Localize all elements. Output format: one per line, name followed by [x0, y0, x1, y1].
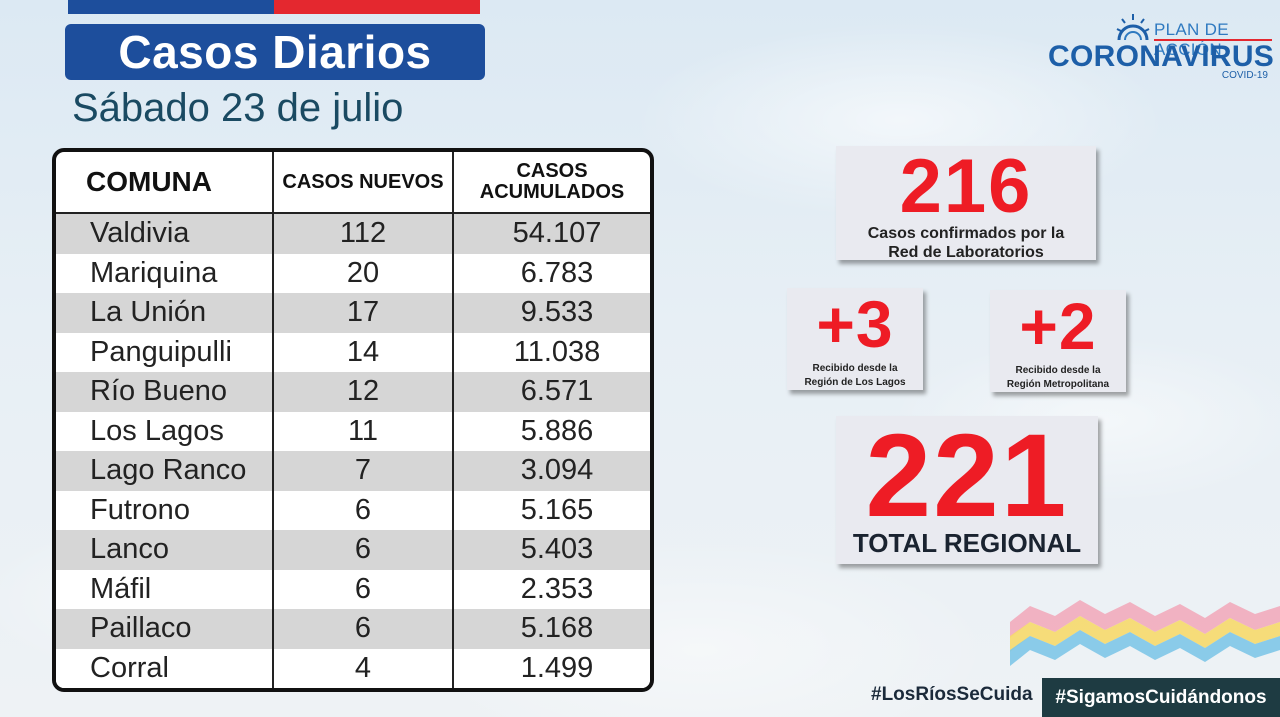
table-body: Valdivia 112 54.107 Mariquina 20 6.783 La Unió…	[56, 214, 650, 688]
hashtag-sigamos: #SigamosCuidándonos	[1042, 678, 1280, 717]
cell-casos-nuevos: 12	[274, 372, 454, 412]
cell-comuna: Máfil	[56, 569, 274, 609]
cell-comuna: Valdivia	[56, 214, 274, 254]
flag-stripe-red	[274, 0, 480, 14]
cell-casos-nuevos: 11	[274, 411, 454, 451]
cell-casos-acumulados: 6.783	[520, 256, 594, 289]
los-lagos-card: +3 Recibido desde la Región de Los Lagos	[787, 288, 923, 390]
cell-comuna: Lanco	[56, 530, 274, 570]
table-row: Panguipulli 14 11.038	[56, 332, 650, 372]
table-row: Mariquina 20 6.783	[56, 253, 650, 293]
los-lagos-label-2: Región de Los Lagos	[804, 377, 906, 388]
header-casos-nuevos: CASOS NUEVOS	[274, 152, 454, 212]
logo-divider	[1154, 39, 1272, 41]
cell-casos-nuevos: 17	[274, 293, 454, 333]
plan-coronavirus-logo: PLAN DE ACCIÓN CORONAVIRUS COVID-19	[1046, 12, 1274, 84]
total-regional-label: TOTAL REGIONAL	[852, 528, 1082, 558]
cell-casos-acumulados: 1.499	[520, 651, 594, 684]
metropolitana-card: +2 Recibido desde la Región Metropolitan…	[990, 290, 1126, 392]
confirmed-cases-value: 216	[899, 144, 1033, 229]
table-row: Futrono 6 5.165	[56, 490, 650, 530]
cell-comuna: Panguipulli	[56, 332, 274, 372]
los-lagos-label: Recibido desde la Región de Los Lagos	[787, 362, 923, 390]
flag-stripe-blue	[68, 0, 274, 14]
sun-emblem-icon	[1116, 14, 1150, 41]
decorative-waves	[1010, 600, 1280, 666]
cell-casos-acumulados: 9.533	[520, 296, 594, 329]
cell-comuna: Paillaco	[56, 609, 274, 649]
cell-casos-nuevos: 20	[274, 253, 454, 293]
cell-comuna: Río Bueno	[56, 372, 274, 412]
header-acumulados-line1: CASOS	[516, 160, 588, 182]
los-lagos-label-1: Recibido desde la	[812, 363, 898, 374]
logo-main-text: CORONAVIRUS	[1048, 40, 1275, 73]
metropolitana-label-2: Región Metropolitana	[1006, 379, 1110, 390]
cases-table: COMUNA CASOS NUEVOS CASOS ACUMULADOS Val…	[52, 148, 654, 692]
cell-casos-nuevos: 6	[274, 490, 454, 530]
cell-comuna: Corral	[56, 648, 274, 688]
header-acumulados-line2: ACUMULADOS	[479, 181, 625, 203]
table-row: Lanco 6 5.403	[56, 530, 650, 570]
cell-casos-nuevos: 6	[274, 609, 454, 649]
total-regional-value: 221	[865, 410, 1069, 542]
confirmed-cases-label-2: Red de Laboratorios	[888, 244, 1044, 261]
table-row: Los Lagos 11 5.886	[56, 411, 650, 451]
confirmed-cases-label-1: Casos confirmados por la	[867, 225, 1065, 242]
cell-casos-acumulados: 2.353	[520, 572, 594, 605]
total-regional-card: 221 TOTAL REGIONAL	[836, 416, 1098, 564]
header-casos-acumulados: CASOS ACUMULADOS	[454, 152, 650, 212]
table-row: Valdivia 112 54.107	[56, 214, 650, 254]
table-row: Lago Ranco 7 3.094	[56, 451, 650, 491]
page-date: Sábado 23 de julio	[72, 86, 404, 130]
cell-comuna: Mariquina	[56, 253, 274, 293]
cell-casos-nuevos: 6	[274, 530, 454, 570]
cell-casos-acumulados: 5.886	[520, 414, 594, 447]
table-row: Paillaco 6 5.168	[56, 609, 650, 649]
hashtag-los-rios: #LosRíosSeCuida	[871, 684, 1033, 705]
cell-comuna: Futrono	[56, 490, 274, 530]
los-lagos-value: +3	[816, 287, 894, 361]
table-row: La Unión 17 9.533	[56, 293, 650, 333]
cell-casos-nuevos: 4	[274, 648, 454, 688]
cell-comuna: Los Lagos	[56, 411, 274, 451]
cell-comuna: La Unión	[56, 293, 274, 333]
metropolitana-value: +2	[1019, 289, 1097, 363]
table-row: Río Bueno 12 6.571	[56, 372, 650, 412]
cell-casos-acumulados: 6.571	[520, 375, 594, 408]
cell-casos-acumulados: 5.168	[520, 612, 594, 645]
metropolitana-label: Recibido desde la Región Metropolitana	[990, 364, 1126, 392]
cell-casos-acumulados: 3.094	[520, 454, 594, 487]
metropolitana-label-1: Recibido desde la	[1015, 365, 1101, 376]
cell-casos-acumulados: 11.038	[513, 335, 601, 368]
page-title: Casos Diarios	[65, 24, 485, 80]
cell-casos-nuevos: 14	[274, 332, 454, 372]
cell-casos-acumulados: 5.403	[520, 533, 594, 566]
table-row: Corral 4 1.499	[56, 648, 650, 688]
cell-casos-acumulados: 54.107	[512, 217, 602, 250]
confirmed-cases-card: 216 Casos confirmados por la Red de Labo…	[836, 144, 1096, 261]
table-row: Máfil 6 2.353	[56, 569, 650, 609]
cell-comuna: Lago Ranco	[56, 451, 274, 491]
table-header: COMUNA CASOS NUEVOS CASOS ACUMULADOS	[56, 152, 650, 214]
flag-stripe	[68, 0, 480, 14]
logo-top-text: PLAN DE ACCIÓN	[1154, 20, 1229, 59]
logo-sub-text: COVID-19	[1221, 70, 1268, 81]
cell-casos-nuevos: 112	[274, 214, 454, 254]
cell-casos-nuevos: 7	[274, 451, 454, 491]
cell-casos-nuevos: 6	[274, 569, 454, 609]
header-comuna: COMUNA	[56, 152, 274, 212]
cell-casos-acumulados: 5.165	[520, 493, 594, 526]
